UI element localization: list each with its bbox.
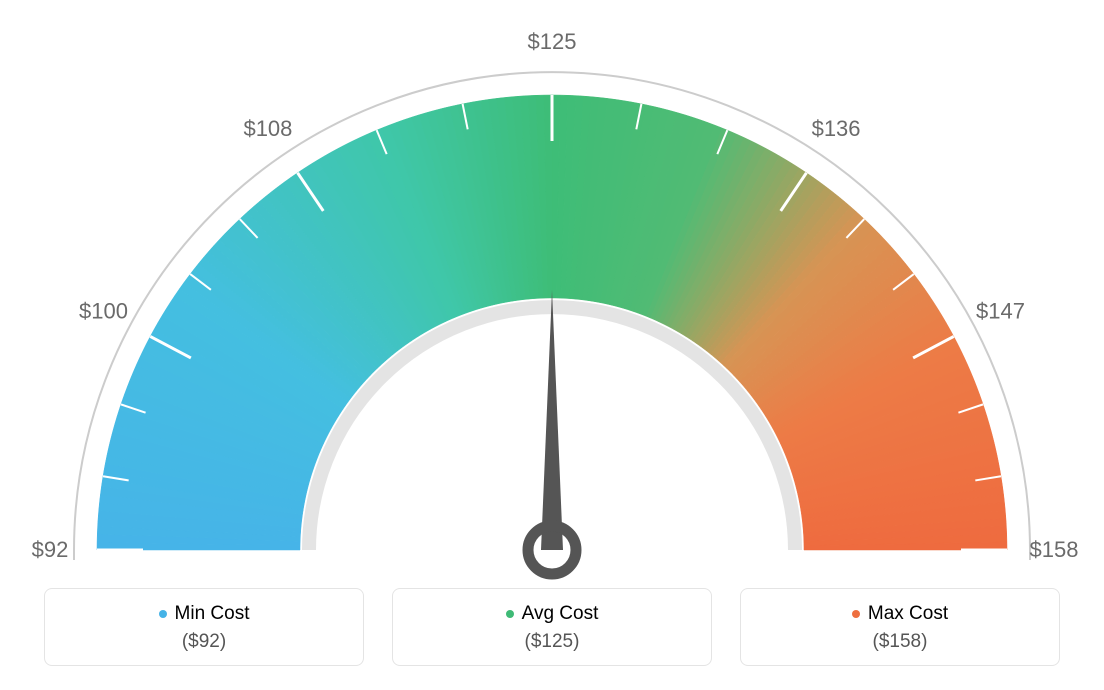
legend-label-max: Max Cost bbox=[868, 603, 948, 625]
legend-value-min: ($92) bbox=[55, 631, 353, 653]
gauge-svg: $92 $100 $108 $125 $136 $147 $158 bbox=[0, 20, 1104, 590]
legend-card-max: Max Cost ($158) bbox=[740, 588, 1060, 666]
gauge-needle bbox=[541, 290, 563, 550]
gauge-tick-label: $92 bbox=[32, 537, 69, 562]
legend-card-min: Min Cost ($92) bbox=[44, 588, 364, 666]
legend-dot-avg bbox=[506, 610, 514, 618]
cost-gauge: $92 $100 $108 $125 $136 $147 $158 bbox=[0, 0, 1104, 570]
legend-label-avg: Avg Cost bbox=[522, 603, 599, 625]
gauge-tick-label: $125 bbox=[528, 29, 577, 54]
gauge-tick-label: $158 bbox=[1030, 537, 1079, 562]
legend-row: Min Cost ($92) Avg Cost ($125) Max Cost … bbox=[40, 588, 1064, 666]
gauge-tick-label: $136 bbox=[812, 116, 861, 141]
gauge-tick-label: $147 bbox=[976, 299, 1025, 324]
gauge-tick-label: $100 bbox=[79, 299, 128, 324]
gauge-tick-label: $108 bbox=[243, 116, 292, 141]
legend-value-max: ($158) bbox=[751, 631, 1049, 653]
legend-dot-max bbox=[852, 610, 860, 618]
legend-card-avg: Avg Cost ($125) bbox=[392, 588, 712, 666]
legend-value-avg: ($125) bbox=[403, 631, 701, 653]
legend-label-min: Min Cost bbox=[175, 603, 250, 625]
legend-dot-min bbox=[159, 610, 167, 618]
